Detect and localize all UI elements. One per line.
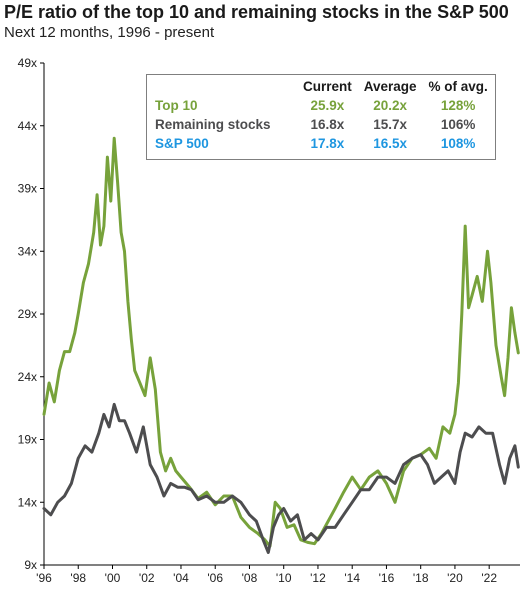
y-tick-label: 29x xyxy=(18,307,37,321)
y-tick-label: 49x xyxy=(18,56,37,70)
legend-header-average: Average xyxy=(363,79,417,94)
legend-name-top10: Top 10 xyxy=(155,98,198,113)
y-tick-label: 24x xyxy=(18,370,37,384)
legend-current-remaining: 16.8x xyxy=(310,117,345,132)
x-tick-label: '18 xyxy=(413,571,429,585)
legend-table: Current Average % of avg. Top 10 25.9x 2… xyxy=(146,74,496,160)
y-axis: 9x 14x 19x 24x 29x 34x 39x 44x 49x xyxy=(18,56,45,572)
series-lines xyxy=(42,136,520,554)
legend-header-pct: % of avg. xyxy=(428,79,488,94)
x-tick-label: '00 xyxy=(105,571,121,585)
x-tick-label: '22 xyxy=(481,571,497,585)
chart-title: P/E ratio of the top 10 and remaining st… xyxy=(4,2,509,22)
y-tick-label: 44x xyxy=(18,119,37,133)
legend-current-top10: 25.9x xyxy=(310,98,345,113)
chart-subtitle: Next 12 months, 1996 - present xyxy=(4,24,215,41)
legend-average-remaining: 15.7x xyxy=(373,117,408,132)
series-line-top10 xyxy=(42,136,520,548)
x-tick-label: '08 xyxy=(242,571,258,585)
x-axis: '96 '98 '00 '02 '04 '06 '08 '10 '12 '14 '16 '18 '20 '… xyxy=(36,564,520,585)
x-tick-label: '10 xyxy=(276,571,292,585)
legend-row-top10: Top 10 25.9x 20.2x 128% xyxy=(153,96,494,115)
legend-pct-sp500: 108% xyxy=(440,136,476,151)
y-tick-label: 39x xyxy=(18,182,37,196)
y-tick-label: 34x xyxy=(18,244,37,258)
y-tick-label: 14x xyxy=(18,495,37,509)
legend-pct-remaining: 106% xyxy=(440,117,476,132)
legend-average-sp500: 16.5x xyxy=(373,136,408,151)
legend-pct-top10: 128% xyxy=(440,98,476,113)
x-tick-label: '02 xyxy=(139,571,155,585)
legend-row-remaining: Remaining stocks 16.8x 15.7x 106% xyxy=(153,115,494,134)
legend-header-row: Current Average % of avg. xyxy=(153,77,494,96)
legend-name-sp500: S&P 500 xyxy=(155,136,209,151)
legend-header-blank xyxy=(153,77,297,96)
legend-row-sp500: S&P 500 17.8x 16.5x 108% xyxy=(153,134,494,153)
legend-current-sp500: 17.8x xyxy=(310,136,345,151)
legend-average-top10: 20.2x xyxy=(373,98,408,113)
legend-header-current: Current xyxy=(303,79,352,94)
x-tick-label: '16 xyxy=(379,571,395,585)
series-line-remaining-stocks xyxy=(42,402,520,554)
x-tick-label: '04 xyxy=(173,571,189,585)
x-tick-label: '98 xyxy=(70,571,86,585)
x-tick-label: '14 xyxy=(344,571,360,585)
legend-name-remaining: Remaining stocks xyxy=(155,117,271,132)
y-tick-label: 9x xyxy=(24,558,37,572)
y-tick-label: 19x xyxy=(18,433,37,447)
x-tick-label: '96 xyxy=(36,571,52,585)
x-tick-label: '12 xyxy=(310,571,326,585)
x-tick-label: '20 xyxy=(447,571,463,585)
x-tick-label: '06 xyxy=(207,571,223,585)
legend-grid: Current Average % of avg. Top 10 25.9x 2… xyxy=(153,77,494,153)
